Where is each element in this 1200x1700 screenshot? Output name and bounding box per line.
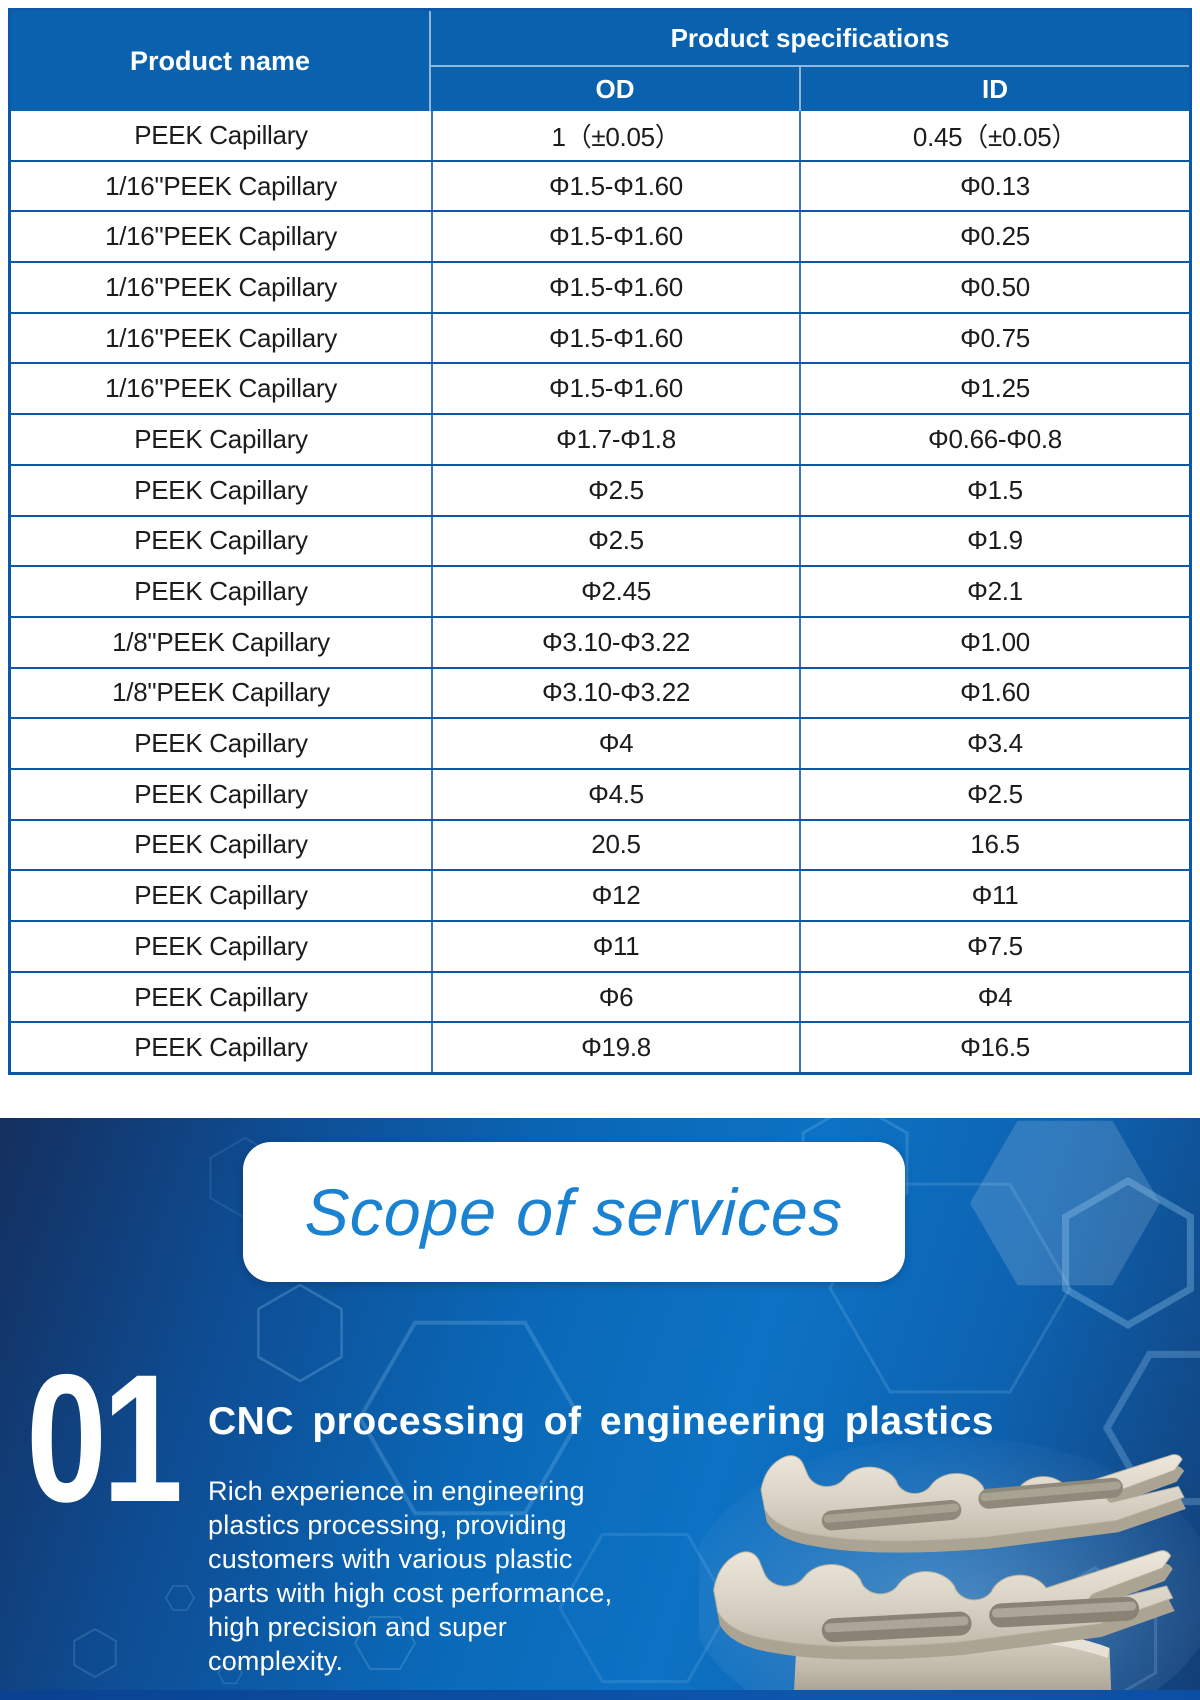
table-row: 1/16"PEEK Capillary Φ1.5-Φ1.60 Φ0.50 (11, 261, 1189, 312)
cell-product-name: 1/16"PEEK Capillary (11, 364, 431, 414)
table-row: PEEK Capillary 1（±0.05） 0.45（±0.05） (11, 111, 1189, 160)
cell-product-name: 1/16"PEEK Capillary (11, 212, 431, 262)
column-header-spec-group-wrap: Product specifications OD ID (431, 11, 1189, 111)
cell-id: Φ1.60 (799, 668, 1189, 718)
cell-id: Φ0.66-Φ0.8 (799, 415, 1189, 464)
cell-id: 16.5 (799, 820, 1189, 870)
table-row: PEEK Capillary 20.5 16.5 (11, 818, 1189, 870)
cnc-part-image (699, 1437, 1200, 1700)
table-row: 1/8"PEEK Capillary Φ3.10-Φ3.22 Φ1.00 (11, 615, 1189, 667)
cell-id: Φ1.5 (799, 465, 1189, 515)
cell-od: Φ11 (431, 922, 799, 971)
table-row: PEEK Capillary Φ4.5 Φ2.5 (11, 767, 1189, 819)
table-row: PEEK Capillary Φ2.5 Φ1.5 (11, 463, 1189, 515)
cell-product-name: PEEK Capillary (11, 769, 431, 819)
column-header-product-specifications: Product specifications (431, 11, 1189, 67)
cell-od: Φ3.10-Φ3.22 (431, 617, 799, 667)
cell-od: Φ2.5 (431, 465, 799, 515)
table-row: PEEK Capillary Φ1.7-Φ1.8 Φ0.66-Φ0.8 (11, 413, 1189, 464)
cell-product-name: PEEK Capillary (11, 567, 431, 616)
cell-product-name: PEEK Capillary (11, 922, 431, 971)
cell-od: 20.5 (431, 820, 799, 870)
cell-id: Φ0.25 (799, 212, 1189, 262)
cell-id: Φ0.75 (799, 313, 1189, 363)
cell-product-name: 1/16"PEEK Capillary (11, 313, 431, 363)
services-banner: Scope of services (243, 1142, 905, 1282)
column-header-id: ID (799, 67, 1189, 111)
cell-id: Φ1.00 (799, 617, 1189, 667)
table-row: PEEK Capillary Φ6 Φ4 (11, 970, 1189, 1022)
cell-od: Φ3.10-Φ3.22 (431, 668, 799, 718)
table-row: PEEK Capillary Φ11 Φ7.5 (11, 920, 1189, 971)
table-row: PEEK Capillary Φ12 Φ11 (11, 869, 1189, 920)
cell-id: Φ1.25 (799, 364, 1189, 414)
cell-product-name: PEEK Capillary (11, 465, 431, 515)
column-header-product-name: Product name (11, 11, 431, 111)
section-bottom-strip (0, 1690, 1200, 1700)
cell-product-name: PEEK Capillary (11, 415, 431, 464)
cell-id: Φ11 (799, 871, 1189, 920)
cell-product-name: PEEK Capillary (11, 820, 431, 870)
cell-od: Φ4.5 (431, 769, 799, 819)
scope-of-services-section: Scope of services 01 CNC processing of e… (0, 1118, 1200, 1700)
cell-product-name: PEEK Capillary (11, 871, 431, 920)
table-row: PEEK Capillary Φ2.45 Φ2.1 (11, 565, 1189, 616)
table-row: 1/16"PEEK Capillary Φ1.5-Φ1.60 Φ0.25 (11, 210, 1189, 262)
service-item-description: Rich experience in engineering plastics … (208, 1476, 613, 1676)
cell-id: Φ3.4 (799, 719, 1189, 768)
cell-od: Φ6 (431, 972, 799, 1022)
cell-product-name: PEEK Capillary (11, 111, 431, 160)
cell-od: 1（±0.05） (431, 111, 799, 160)
table-row: PEEK Capillary Φ4 Φ3.4 (11, 717, 1189, 768)
service-item-number: 01 (26, 1336, 183, 1540)
cell-od: Φ2.45 (431, 567, 799, 616)
cell-od: Φ1.7-Φ1.8 (431, 415, 799, 464)
services-banner-title: Scope of services (303, 1175, 845, 1249)
table-header: Product name Product specifications OD I… (11, 11, 1189, 111)
cell-id: Φ16.5 (799, 1023, 1189, 1073)
cell-product-name: PEEK Capillary (11, 516, 431, 566)
cell-product-name: PEEK Capillary (11, 972, 431, 1022)
table-row: 1/8"PEEK Capillary Φ3.10-Φ3.22 Φ1.60 (11, 666, 1189, 718)
cell-id: Φ4 (799, 972, 1189, 1022)
cell-od: Φ12 (431, 871, 799, 920)
cell-od: Φ2.5 (431, 516, 799, 566)
cell-id: Φ1.9 (799, 516, 1189, 566)
cell-product-name: 1/8"PEEK Capillary (11, 668, 431, 718)
cell-product-name: 1/16"PEEK Capillary (11, 263, 431, 312)
sub-header-row: OD ID (431, 67, 1189, 111)
table-row: PEEK Capillary Φ2.5 Φ1.9 (11, 514, 1189, 566)
cell-od: Φ1.5-Φ1.60 (431, 212, 799, 262)
cell-od: Φ19.8 (431, 1023, 799, 1073)
table-row: 1/16"PEEK Capillary Φ1.5-Φ1.60 Φ1.25 (11, 362, 1189, 414)
cell-id: Φ0.13 (799, 161, 1189, 211)
cell-id: Φ2.1 (799, 567, 1189, 616)
cell-product-name: PEEK Capillary (11, 1023, 431, 1073)
cell-id: 0.45（±0.05） (799, 111, 1189, 160)
cell-od: Φ4 (431, 719, 799, 768)
cell-od: Φ1.5-Φ1.60 (431, 161, 799, 211)
cell-id: Φ0.50 (799, 263, 1189, 312)
table-body: PEEK Capillary 1（±0.05） 0.45（±0.05） 1/16"PE… (11, 111, 1189, 1073)
cell-product-name: 1/8"PEEK Capillary (11, 617, 431, 667)
cell-product-name: 1/16"PEEK Capillary (11, 161, 431, 211)
product-spec-table: Product name Product specifications OD I… (8, 8, 1192, 1075)
cell-od: Φ1.5-Φ1.60 (431, 364, 799, 414)
column-header-od: OD (595, 73, 635, 104)
table-row: PEEK Capillary Φ19.8 Φ16.5 (11, 1021, 1189, 1073)
cell-id: Φ2.5 (799, 769, 1189, 819)
table-row: 1/16"PEEK Capillary Φ1.5-Φ1.60 Φ0.13 (11, 159, 1189, 211)
cell-id: Φ7.5 (799, 922, 1189, 971)
cell-product-name: PEEK Capillary (11, 719, 431, 768)
service-item-title: CNC processing of engineering plastics (208, 1400, 994, 1443)
cell-od: Φ1.5-Φ1.60 (431, 313, 799, 363)
table-row: 1/16"PEEK Capillary Φ1.5-Φ1.60 Φ0.75 (11, 311, 1189, 363)
cell-od: Φ1.5-Φ1.60 (431, 263, 799, 312)
